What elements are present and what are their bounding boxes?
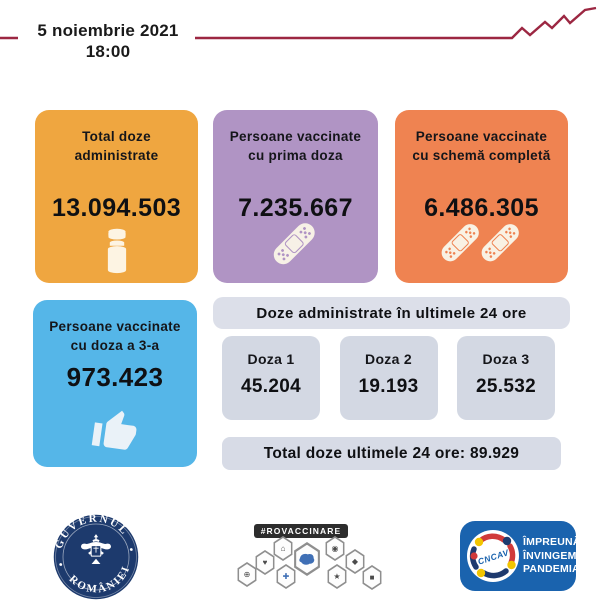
hex-icon-6: ★	[327, 564, 347, 589]
dose1-label: Doza 1	[247, 351, 295, 367]
card-value: 973.423	[66, 362, 164, 392]
report-time: 18:00	[85, 42, 131, 61]
double-bandage-icon	[395, 224, 568, 262]
thumbs-up-icon	[33, 408, 197, 454]
government-seal-logo: GUVERNUL ROMÂNIEI	[52, 513, 139, 600]
cncav-logo: CNCAV ÎMPREUNĂ ÎNVINGEM PANDEMIA	[460, 521, 580, 591]
rovaccinare-hashtag: #ROVACCINARE	[254, 524, 348, 538]
report-date: 5 noiembrie 2021	[37, 21, 179, 40]
dose3-card: Doza 3 25.532	[457, 336, 555, 420]
card-title: Persoane vaccinate cu schemă completă	[412, 129, 551, 164]
romania-map-hex-icon	[294, 542, 320, 576]
rovaccinare-logo: #ROVACCINARE ⊕ ♥ ⌂ ✚ ◉ ★ ◆ ■	[230, 522, 382, 594]
cncav-slogan: ÎMPREUNĂ ÎNVINGEM PANDEMIA	[523, 536, 581, 577]
card-value: 7.235.667	[238, 194, 353, 222]
seal-eagle-emblem	[81, 534, 111, 565]
dose1-card: Doza 1 45.204	[222, 336, 320, 420]
dose3-label: Doza 3	[482, 351, 530, 367]
card-title: Persoane vaccinate cu doza a 3-a	[49, 319, 181, 354]
report-datetime: 5 noiembrie 2021 18:00	[28, 20, 188, 62]
hex-icon-3: ⌂	[273, 536, 293, 561]
trend-line-graphic	[0, 6, 597, 40]
cncav-slogan-line2: ÎNVINGEM	[523, 549, 577, 562]
last24h-header: Doze administrate în ultimele 24 ore	[213, 297, 570, 329]
card-full-scheme: Persoane vaccinate cu schemă completă 6.…	[395, 110, 568, 283]
cncav-slogan-line1: ÎMPREUNĂ	[523, 536, 581, 548]
dose3-value: 25.532	[476, 376, 536, 397]
hex-icon-4: ✚	[276, 564, 296, 589]
hex-icon-7: ◆	[345, 549, 365, 574]
card-third-dose: Persoane vaccinate cu doza a 3-a 973.423	[33, 300, 197, 467]
card-title: Total doze administrate	[74, 129, 159, 164]
hex-icon-2: ♥	[255, 550, 275, 575]
dose2-value: 19.193	[358, 376, 419, 397]
hex-icon-5: ◉	[325, 536, 345, 561]
hex-icon-1: ⊕	[237, 562, 257, 587]
bandage-icon	[213, 223, 378, 265]
dose1-value: 45.204	[241, 376, 301, 397]
card-value: 6.486.305	[424, 194, 539, 222]
dose2-card: Doza 2 19.193	[339, 336, 438, 420]
vial-icon	[35, 228, 198, 276]
cncav-people-circle-icon: CNCAV	[467, 530, 519, 582]
dose2-label: Doza 2	[365, 351, 412, 367]
hex-icon-8: ■	[362, 565, 382, 590]
last24h-total-bar: Total doze ultimele 24 ore: 89.929	[222, 437, 561, 470]
card-first-dose: Persoane vaccinate cu prima doza 7.235.6…	[213, 110, 378, 283]
card-total-doses: Total doze administrate 13.094.503	[35, 110, 198, 283]
card-value: 13.094.503	[51, 194, 182, 222]
card-title: Persoane vaccinate cu prima doza	[229, 129, 362, 164]
cncav-slogan-line3: PANDEMIA	[523, 563, 580, 575]
last24h-dose-row: Doza 1 45.204 Doza 2 19.193 Doza 3 25.53…	[222, 336, 555, 420]
